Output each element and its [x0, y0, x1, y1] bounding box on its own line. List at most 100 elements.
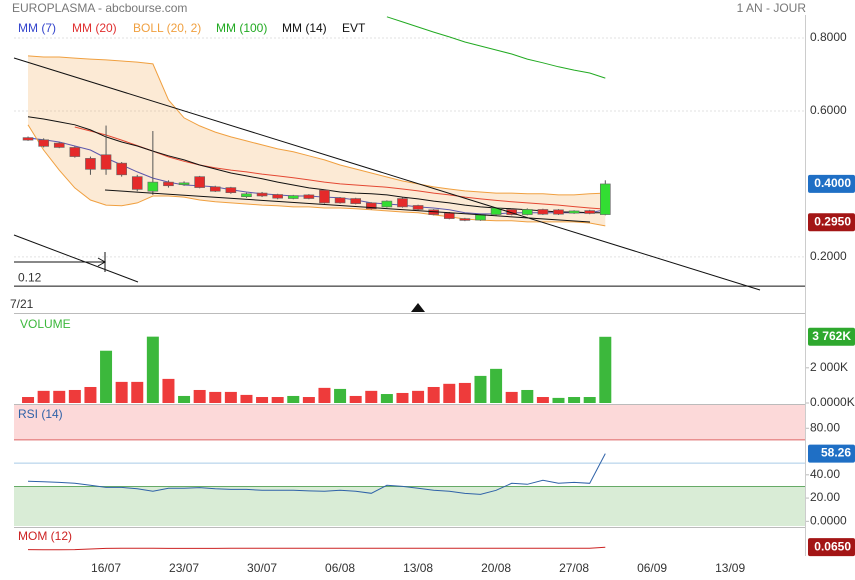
candle-body [85, 158, 96, 170]
volume-bar [474, 375, 487, 403]
panel-title: RSI (14) [18, 407, 63, 421]
candle-body [194, 176, 205, 188]
candle-body [459, 218, 471, 221]
plot-layer [14, 16, 805, 551]
x-tick-label: 06/09 [637, 561, 667, 575]
period-label: 1 AN - JOUR [737, 1, 807, 15]
volume-bar [146, 336, 159, 403]
candle-body [506, 209, 517, 215]
volume-bar [209, 391, 222, 403]
candle-body [287, 195, 299, 199]
x-tick-label: 06/08 [325, 561, 355, 575]
indicator-line [27, 546, 606, 551]
volume-bar [224, 391, 237, 403]
volume-bar [334, 388, 347, 403]
candle-body [521, 209, 533, 215]
volume-bar [365, 390, 378, 403]
x-tick-label: 20/08 [481, 561, 511, 575]
panel-title: VOLUME [20, 317, 71, 331]
marker-text: 7/21 [10, 297, 34, 311]
legend-item: MM (14) [282, 21, 327, 35]
candle-body [225, 187, 237, 193]
candle-body [147, 181, 159, 192]
volume-bar [53, 390, 66, 403]
volume-bar [427, 386, 440, 403]
volume-bar [22, 397, 35, 403]
candle-body [209, 186, 221, 192]
value-tag [808, 538, 855, 557]
volume-bar [599, 336, 612, 403]
candle-body [475, 214, 486, 221]
y-tick-label: 0.6000 [810, 103, 847, 117]
oversold-zone [14, 486, 805, 526]
y-tick-label: 0.0000 [810, 514, 847, 528]
overbought-zone [14, 405, 805, 440]
candle-body [116, 162, 127, 176]
volume-bar [521, 389, 534, 403]
volume-bar [271, 397, 284, 403]
legend-item: MM (100) [216, 21, 267, 35]
candle-body [568, 210, 580, 214]
volume-bar [568, 397, 581, 403]
volume-bar [68, 389, 81, 403]
legend-item: MM (7) [18, 21, 56, 35]
volume-bar [443, 383, 456, 403]
candle-body [131, 176, 143, 190]
drawings [13, 15, 806, 556]
panel-title: MOM (12) [18, 529, 72, 543]
candle-body [584, 210, 595, 214]
value-tag [808, 327, 855, 346]
volume-bar [100, 350, 113, 403]
value-tag [808, 174, 855, 193]
x-tick-label: 13/08 [403, 561, 433, 575]
volume-bar [162, 378, 175, 403]
indicator-line [27, 453, 606, 495]
volume-bar [84, 386, 97, 403]
y-tick-label: 0.0000K [810, 395, 855, 409]
x-tick-label: 23/07 [169, 561, 199, 575]
candle-body [241, 193, 252, 198]
grid-layer [14, 37, 809, 526]
candle-body [38, 139, 49, 147]
candle-body [163, 181, 174, 187]
candle-body [443, 212, 455, 219]
legend-item: EVT [342, 21, 366, 35]
x-tick-label: 30/07 [247, 561, 277, 575]
candle-body [537, 209, 549, 215]
x-tick-label: 13/09 [715, 561, 745, 575]
value-tag-label: 58.26 [821, 446, 851, 460]
series-line [27, 116, 606, 214]
candle-body [334, 197, 346, 204]
volume-bar [131, 381, 144, 403]
y-tick-label: 0.2000 [810, 249, 847, 263]
volume-bar [380, 394, 393, 403]
volume-bar [178, 395, 191, 403]
y-tick-label: 0.8000 [810, 30, 847, 44]
band-lower [27, 124, 606, 227]
trend-line [13, 234, 139, 283]
volume-bar [115, 381, 128, 403]
volume-bar [37, 390, 50, 403]
band-upper [27, 55, 606, 196]
value-tag-label: 3 762K [812, 329, 851, 343]
volume-bar [412, 390, 425, 403]
value-tag [808, 213, 855, 232]
legend-item: BOLL (20, 2) [133, 21, 201, 35]
volume-bar [302, 397, 315, 403]
candle-body [397, 198, 408, 208]
volume-bar [318, 387, 331, 403]
volume-bar [458, 382, 471, 403]
reference-label: 0.12 [18, 270, 42, 284]
candle-body [599, 183, 611, 215]
volume-bar [490, 368, 503, 403]
candle-body [319, 189, 330, 204]
candle-body [365, 202, 377, 210]
legend-item: MM (20) [72, 21, 117, 35]
value-tag-label: 0.4000 [814, 176, 851, 190]
y-tick-label: 40.00 [810, 467, 840, 481]
series-line [74, 126, 606, 210]
candle-body [178, 182, 190, 185]
